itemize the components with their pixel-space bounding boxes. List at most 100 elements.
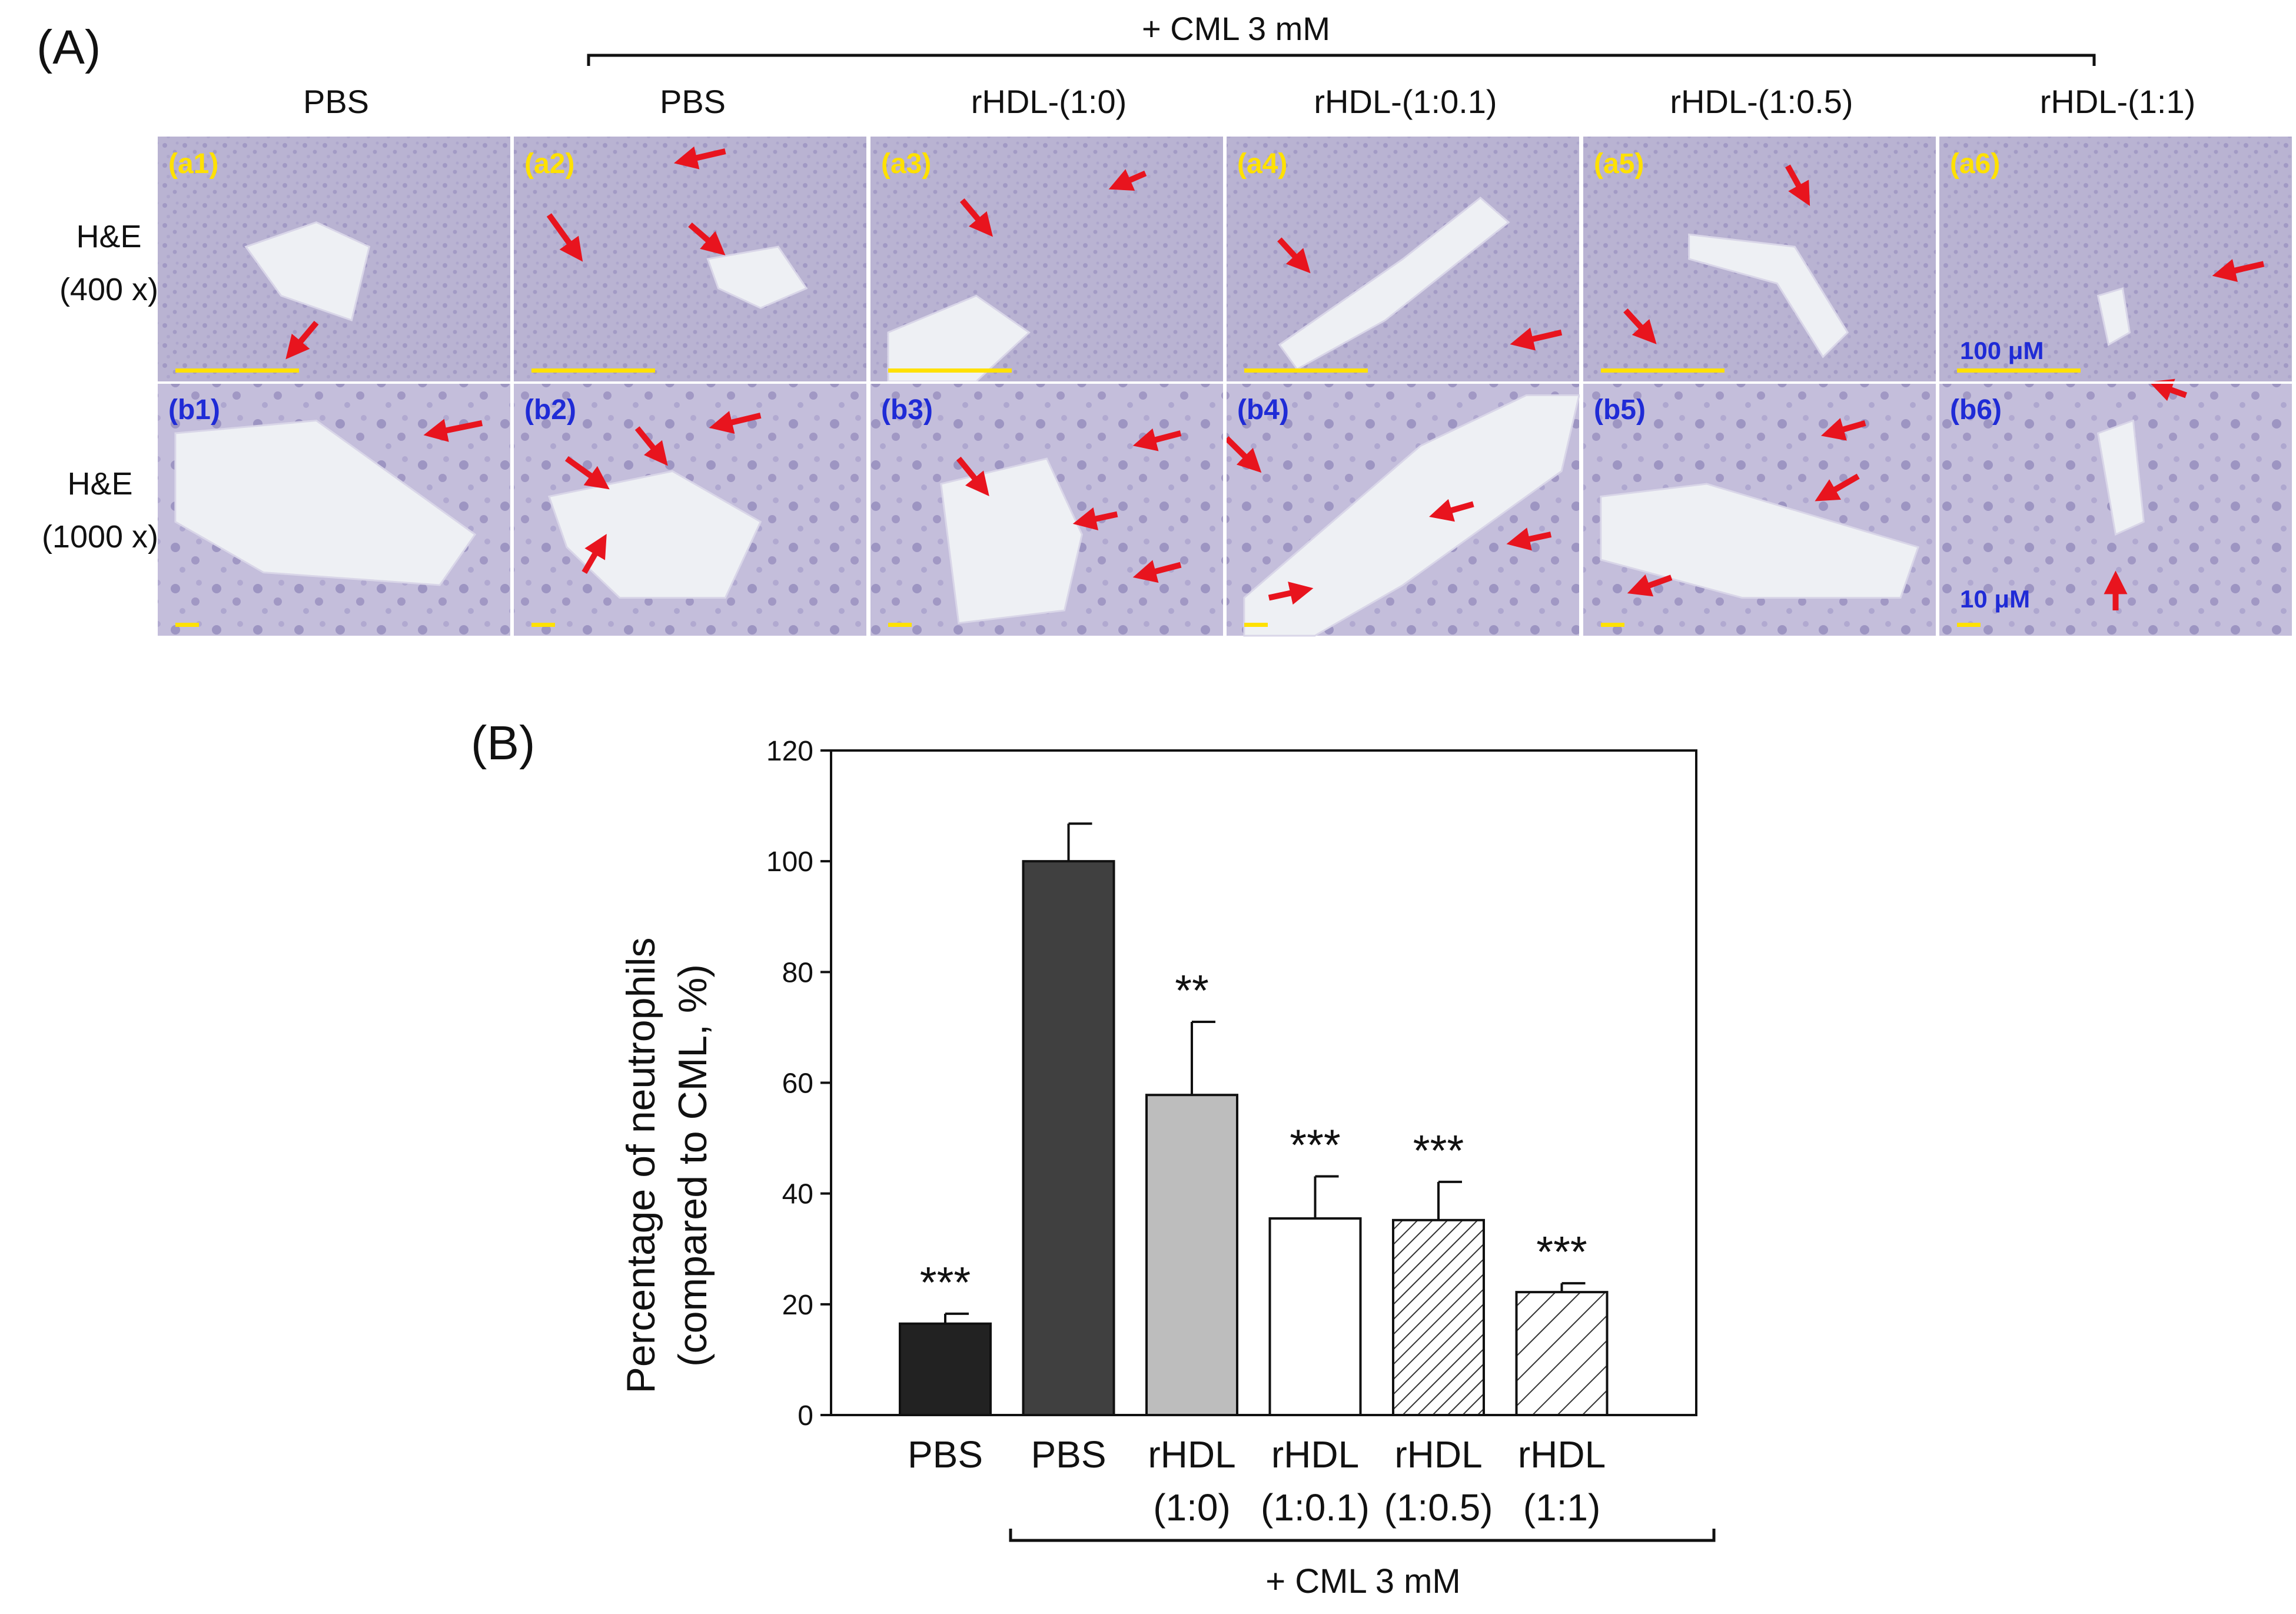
tile-separator [1580, 137, 1583, 637]
tile-separator [158, 381, 2296, 384]
red-arrow [634, 426, 668, 466]
y-tick-label: 0 [798, 1400, 813, 1432]
red-arrow [2212, 259, 2265, 283]
y-tick-label: 80 [782, 957, 813, 988]
red-arrow [673, 146, 726, 170]
tile-separator [867, 137, 870, 637]
micrograph-tile: (b6) 10 μM [1939, 378, 2292, 636]
bar [1268, 1217, 1362, 1416]
scale-bar [531, 623, 555, 627]
scale-bar [175, 623, 199, 627]
tile-label: (a4) [1237, 148, 1287, 180]
red-arrow [956, 456, 989, 497]
red-arrow [1506, 527, 1552, 551]
significance-label: *** [1413, 1126, 1464, 1175]
group-label-a: + CML 3 mM [1142, 10, 1330, 47]
tile-label: (b6) [1950, 394, 2002, 426]
tile-label: (b3) [881, 394, 933, 426]
tile-label: (a6) [1950, 148, 2000, 180]
x-tick-label: rHDL [1271, 1433, 1359, 1476]
vessel-lumen [887, 294, 1031, 383]
vessel-lumen [1600, 483, 1920, 599]
red-arrow [1627, 574, 1673, 597]
red-arrow [564, 456, 610, 490]
tile-label: (b5) [1594, 394, 1646, 426]
group-bracket-a: + CML 3 mM [587, 10, 2096, 66]
column-header: PBS [303, 83, 369, 120]
red-arrow [959, 198, 993, 237]
column-header: rHDL-(1:0) [971, 83, 1127, 120]
red-arrow [2149, 378, 2187, 401]
y-tick-label: 60 [782, 1068, 813, 1100]
x-tick-label: (1:0.5) [1384, 1486, 1493, 1529]
tile-label: (b2) [524, 394, 576, 426]
micrograph-tile: (b3) [870, 383, 1223, 636]
red-arrow [1072, 507, 1118, 530]
micrograph-tile: (b5) [1583, 383, 1936, 636]
bar [1392, 1218, 1485, 1416]
y-tick-label: 40 [782, 1179, 813, 1210]
micrograph-tile: (b4) [1224, 383, 1580, 637]
x-tick-label: (1:0) [1153, 1486, 1231, 1529]
scale-label: 100 μM [1960, 337, 2044, 364]
red-arrow [1815, 473, 1860, 502]
group-bracket-line-a [587, 54, 2096, 66]
micrograph-tile: (b1) [158, 383, 510, 636]
red-arrow [1429, 499, 1474, 522]
red-arrow [285, 320, 319, 360]
red-arrow [688, 222, 726, 255]
micrograph-tile: (a6) 100 μM [1939, 137, 2292, 381]
red-arrow [1510, 327, 1563, 351]
red-arrow [1132, 428, 1182, 451]
x-tick-label: (1:0.1) [1261, 1486, 1370, 1529]
group-label-b: + CML 3 mM [1265, 1562, 1460, 1600]
micrograph-grid: (a1) (a2) (a3) (a4) (a5) (a6) 100 μM (b1) (b2) (b… [158, 137, 2296, 637]
bar-chart: 0 20 40 60 80 100 120 *** PBS PBS ** rHDL (1:0) *** rH… [766, 736, 1697, 1529]
y-axis-title-line1: Percentage of neutrophils [619, 938, 663, 1394]
x-tick-label: (1:1) [1523, 1486, 1601, 1529]
y-tick-label: 20 [782, 1290, 813, 1321]
vessel-lumen [547, 470, 762, 599]
red-arrow [709, 411, 762, 434]
x-tick-label: PBS [1031, 1433, 1106, 1476]
red-arrow [1785, 164, 1810, 206]
vessel-lumen [1688, 233, 1849, 358]
bar [899, 1322, 992, 1416]
panel-b: (B) Percentage of neutrophils (compared … [471, 716, 1716, 1600]
scale-bar [1244, 623, 1268, 627]
scale-label: 10 μM [1960, 585, 2030, 613]
red-arrow [1108, 169, 1147, 191]
scale-bar [1957, 368, 2081, 373]
row-label-line1: H&E [76, 219, 141, 254]
red-arrow [1224, 436, 1262, 473]
tile-label: (a3) [881, 148, 931, 180]
column-header: rHDL-(1:0.5) [1670, 83, 1853, 120]
bar [1145, 1094, 1238, 1417]
x-tick-label: rHDL [1394, 1433, 1482, 1476]
y-tick-label: 120 [766, 736, 813, 767]
x-tick-label: rHDL [1518, 1433, 1606, 1476]
red-arrow [1268, 582, 1314, 605]
tile-label: (a2) [524, 148, 574, 180]
y-axis-title-line2: (compared to CML, %) [670, 964, 715, 1367]
red-arrow [1277, 237, 1311, 274]
vessel-lumen [1243, 394, 1580, 637]
tile-label: (a1) [168, 148, 218, 180]
tile-label: (b4) [1237, 394, 1289, 426]
column-headers: PBS PBS rHDL-(1:0) rHDL-(1:0.1) rHDL-(1:… [303, 83, 2195, 120]
micrograph-tile: (a5) [1583, 137, 1936, 381]
group-bracket-line-b [1009, 1529, 1716, 1542]
tile-separator [1936, 137, 1939, 637]
tile-separator [510, 137, 514, 637]
red-arrow [582, 534, 607, 574]
micrograph-tile: (a2) [514, 137, 866, 381]
red-arrow [546, 213, 583, 262]
red-arrow [1820, 418, 1866, 441]
significance-label: *** [920, 1258, 971, 1307]
scale-bar [1601, 623, 1624, 627]
row-label-line1: H&E [67, 466, 132, 502]
tile-label: (b1) [168, 394, 220, 426]
panel-a-label: (A) [36, 21, 101, 74]
vessel-lumen [706, 245, 808, 309]
